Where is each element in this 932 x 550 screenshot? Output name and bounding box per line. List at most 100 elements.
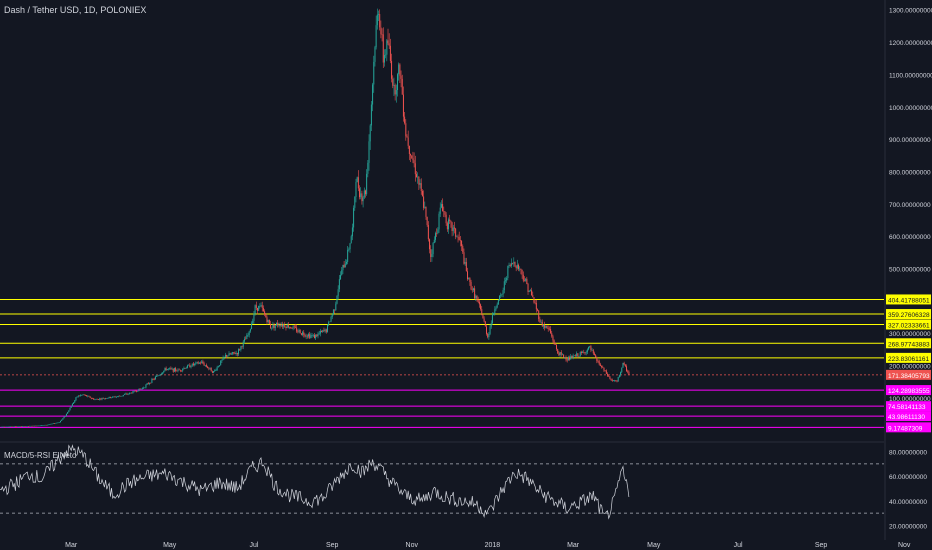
- candle-body: [510, 263, 512, 266]
- candle-body: [484, 321, 486, 327]
- candle-body: [491, 315, 493, 324]
- time-tick-label: Jul: [249, 542, 258, 549]
- candle-body: [533, 297, 535, 303]
- candle-body: [223, 356, 225, 358]
- candle-body: [436, 233, 438, 234]
- candle-body: [132, 391, 134, 394]
- candle-body: [616, 380, 618, 382]
- candle-body: [44, 424, 46, 426]
- candle-body: [547, 327, 549, 329]
- candle-body: [418, 176, 420, 185]
- candle-body: [306, 335, 308, 337]
- candle-body: [518, 264, 520, 270]
- candle-body: [1, 426, 3, 428]
- candle-body: [52, 423, 54, 424]
- candle-body: [25, 426, 27, 427]
- candle-body: [292, 326, 294, 329]
- candle-body: [297, 331, 299, 333]
- candle-body: [561, 354, 563, 356]
- candle-body: [582, 352, 584, 353]
- candle-body: [461, 240, 463, 246]
- candle-body: [164, 368, 166, 371]
- candle-body: [5, 426, 7, 428]
- candle-body: [226, 354, 228, 357]
- candle-body: [13, 426, 15, 428]
- candle-body: [240, 346, 242, 350]
- candle-body: [214, 370, 216, 372]
- candle-body: [558, 353, 560, 356]
- candle-body: [570, 356, 572, 360]
- candle-body: [256, 307, 258, 311]
- candle-body: [45, 424, 47, 426]
- candle-body: [219, 365, 221, 367]
- candle-body: [448, 219, 450, 230]
- candle-body: [46, 424, 48, 426]
- support-level-tag: [886, 411, 931, 422]
- candle-body: [579, 352, 581, 357]
- candle-body: [353, 207, 355, 228]
- candle-body: [271, 327, 273, 329]
- candle-body: [54, 423, 56, 424]
- candle-body: [93, 398, 95, 400]
- candle-body: [337, 289, 339, 296]
- candle-body: [457, 236, 459, 238]
- last-price-label: 171.38405793: [888, 373, 930, 380]
- candle-body: [425, 206, 427, 217]
- candle-body: [443, 211, 445, 212]
- candle-body: [153, 379, 155, 380]
- candle-body: [29, 425, 31, 427]
- candle-body: [103, 398, 105, 400]
- candle-body: [277, 322, 279, 326]
- candle-body: [312, 335, 314, 336]
- candle-body: [627, 371, 629, 372]
- price-tick-label: 500.00000000: [889, 267, 931, 274]
- candle-body: [178, 369, 180, 371]
- candle-body: [621, 367, 623, 373]
- time-tick-label: Sep: [815, 542, 828, 549]
- candle-body: [83, 394, 85, 396]
- candle-body: [322, 330, 324, 332]
- candle-body: [139, 388, 141, 390]
- candle-body: [70, 406, 72, 408]
- candle-body: [554, 344, 556, 345]
- candle-body: [563, 354, 565, 358]
- candle-body: [229, 353, 231, 355]
- candle-body: [255, 305, 257, 308]
- candle-body: [456, 236, 458, 238]
- candle-body: [395, 90, 397, 95]
- candle-body: [77, 395, 79, 397]
- candle-body: [378, 14, 380, 15]
- candle-body: [147, 383, 149, 384]
- oscillator-tick-label: 80.00000000: [889, 450, 927, 457]
- last-price-tag: [886, 369, 931, 380]
- candle-body: [313, 335, 315, 339]
- candle-body: [404, 116, 406, 124]
- candle-body: [246, 335, 248, 340]
- candle-body: [351, 227, 353, 237]
- candle-body: [194, 363, 196, 365]
- candle-body: [73, 402, 75, 404]
- candle-body: [200, 362, 202, 364]
- candle-body: [135, 391, 137, 392]
- candle-body: [400, 75, 402, 79]
- candle-body: [548, 328, 550, 330]
- candle-body: [347, 249, 349, 262]
- candle-body: [143, 387, 145, 389]
- candle-body: [424, 206, 426, 208]
- candle-body: [373, 61, 375, 85]
- candle-body: [235, 353, 237, 355]
- candle-body: [585, 352, 587, 354]
- support-level-tag: [886, 385, 931, 396]
- candle-body: [586, 349, 588, 353]
- candle-body: [544, 324, 546, 328]
- candle-body: [560, 352, 562, 355]
- candle-body: [296, 327, 298, 332]
- candle-body: [432, 242, 434, 255]
- candle-body: [442, 204, 444, 212]
- candle-body: [356, 177, 358, 183]
- candle-body: [317, 333, 319, 337]
- candle-body: [411, 155, 413, 159]
- candle-body: [208, 368, 210, 369]
- resistance-level-label: 327.02333661: [888, 322, 930, 329]
